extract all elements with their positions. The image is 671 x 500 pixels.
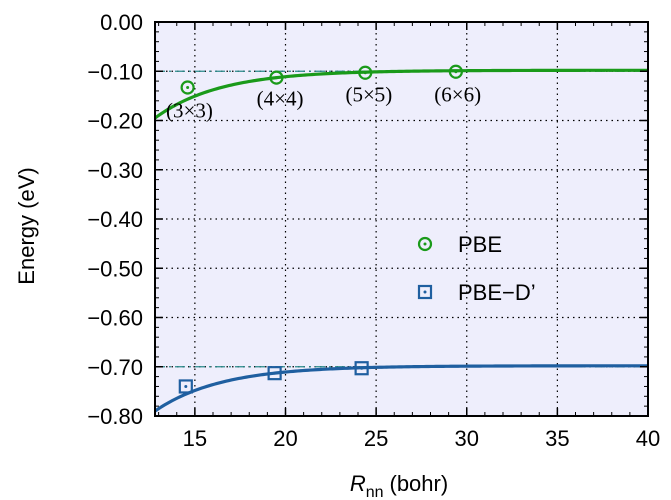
legend-label: PBE [458, 232, 502, 257]
supercell-annotation: (5×5) [345, 82, 392, 106]
data-points [178, 64, 463, 394]
y-tick-label: −0.50 [87, 256, 143, 281]
y-axis-title: Energy (eV) [14, 167, 39, 284]
data-point-pbe [269, 70, 284, 85]
plot-area [155, 22, 648, 416]
x-tick-label: 35 [545, 426, 569, 451]
data-point-center [454, 70, 458, 74]
supercell-annotation: (4×4) [257, 86, 304, 110]
x-tick-labels: 15 20 25 30 35 40 [183, 426, 661, 451]
y-tick-label: −0.20 [87, 109, 143, 134]
legend-marker-center [423, 290, 427, 294]
y-tick-label: −0.80 [87, 404, 143, 429]
x-axis-title-unit: (bohr) [390, 471, 449, 496]
legend-label: PBE−D’ [458, 280, 536, 305]
fit-curves [154, 68, 648, 413]
x-tick-label: 30 [455, 426, 479, 451]
y-tick-label: 0.00 [100, 10, 143, 35]
y-tick-label: −0.70 [87, 355, 143, 380]
data-point-center [184, 384, 188, 388]
x-tick-label: 20 [273, 426, 297, 451]
y-tick-label: −0.40 [87, 207, 143, 232]
x-axis-title-subscript: nn [366, 484, 384, 500]
data-point-pbe-d [267, 366, 282, 381]
legend-marker-pbe-d [417, 284, 433, 300]
x-tick-label: 15 [183, 426, 207, 451]
y-tick-label: −0.60 [87, 306, 143, 331]
annotations: (3×3) (4×4) (5×5) (6×6) [166, 82, 481, 122]
data-point-pbe [448, 64, 463, 79]
fit-curve [154, 68, 648, 120]
data-point-pbe-d [354, 361, 369, 376]
y-tick-labels: 0.00 −0.10 −0.20 −0.30 −0.40 −0.50 −0.60 −0.70 −… [87, 10, 143, 429]
x-tick-label: 40 [636, 426, 660, 451]
data-point-center [273, 371, 277, 375]
legend-marker-center [423, 242, 427, 246]
data-point-pbe [180, 80, 195, 95]
x-axis-title-main: R [350, 471, 366, 496]
y-tick-label: −0.30 [87, 158, 143, 183]
fit-curve [154, 364, 648, 413]
axis-ticks [155, 21, 649, 417]
x-tick-label: 25 [364, 426, 388, 451]
data-point-pbe [358, 65, 373, 80]
legend-marker-pbe [417, 236, 433, 252]
data-point-pbe-d [178, 379, 193, 394]
legend: PBE PBE−D’ [417, 232, 536, 305]
supercell-annotation: (3×3) [166, 99, 213, 123]
supercell-annotation: (6×6) [434, 82, 481, 106]
data-point-center [363, 71, 367, 75]
data-point-center [274, 76, 278, 80]
y-tick-label: −0.10 [87, 59, 143, 84]
data-point-center [186, 86, 190, 90]
x-axis-title: Rnn (bohr) [350, 471, 448, 500]
data-point-center [360, 366, 364, 370]
